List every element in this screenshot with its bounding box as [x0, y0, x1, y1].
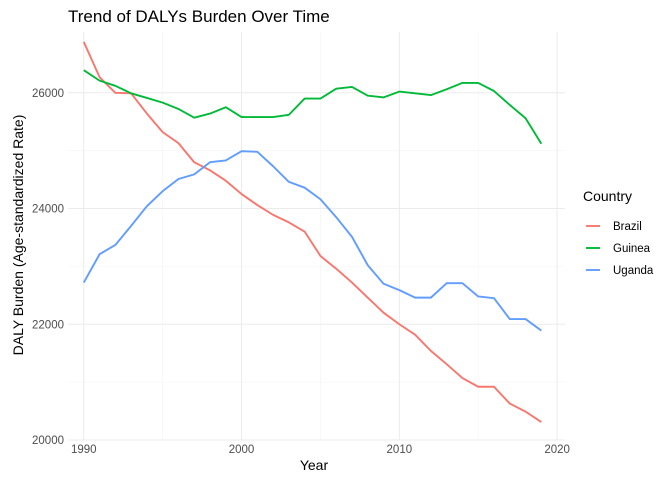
x-tick-label: 2010 — [387, 444, 413, 456]
y-tick-label: 22000 — [32, 319, 64, 331]
legend-title: Country — [583, 188, 632, 204]
y-axis: 20000 22000 24000 26000 — [32, 88, 64, 447]
y-tick-label: 26000 — [32, 88, 64, 100]
series-line-guinea — [83, 69, 543, 145]
series-line-uganda — [82, 150, 542, 332]
x-tick-label: 2020 — [544, 444, 570, 456]
x-axis-title: Year — [300, 457, 329, 473]
x-tick-label: 2000 — [229, 444, 255, 456]
y-axis-title: DALY Burden (Age-standardized Rate) — [10, 115, 26, 356]
series-line-brazil — [82, 41, 542, 423]
legend-label-guinea: Guinea — [613, 243, 651, 255]
series-layer — [82, 41, 543, 423]
legend-label-brazil: Brazil — [613, 221, 642, 233]
grid — [68, 32, 565, 441]
legend: Country Brazil Guinea Uganda — [583, 188, 654, 277]
chart-title: Trend of DALYs Burden Over Time — [68, 7, 330, 26]
x-axis: 1990 2000 2010 2020 — [71, 444, 570, 456]
y-tick-label: 20000 — [32, 435, 64, 447]
legend-label-uganda: Uganda — [613, 265, 654, 277]
y-tick-label: 24000 — [32, 204, 64, 216]
x-tick-label: 1990 — [71, 444, 97, 456]
plot-area — [68, 32, 565, 441]
